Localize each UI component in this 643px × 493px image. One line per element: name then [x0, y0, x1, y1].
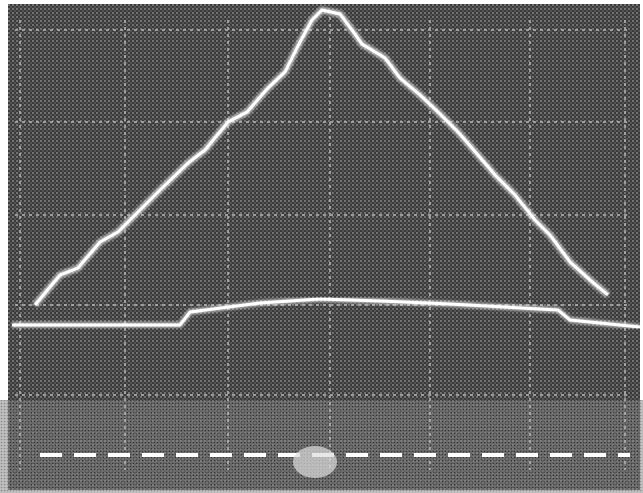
oscilloscope-photo: [0, 0, 643, 493]
page: Oscilloscope trace {} html, body { margi…: [0, 0, 643, 493]
body: [0, 0, 643, 493]
bright-spot: [293, 446, 337, 478]
screen-bottom-noise: [0, 400, 643, 493]
